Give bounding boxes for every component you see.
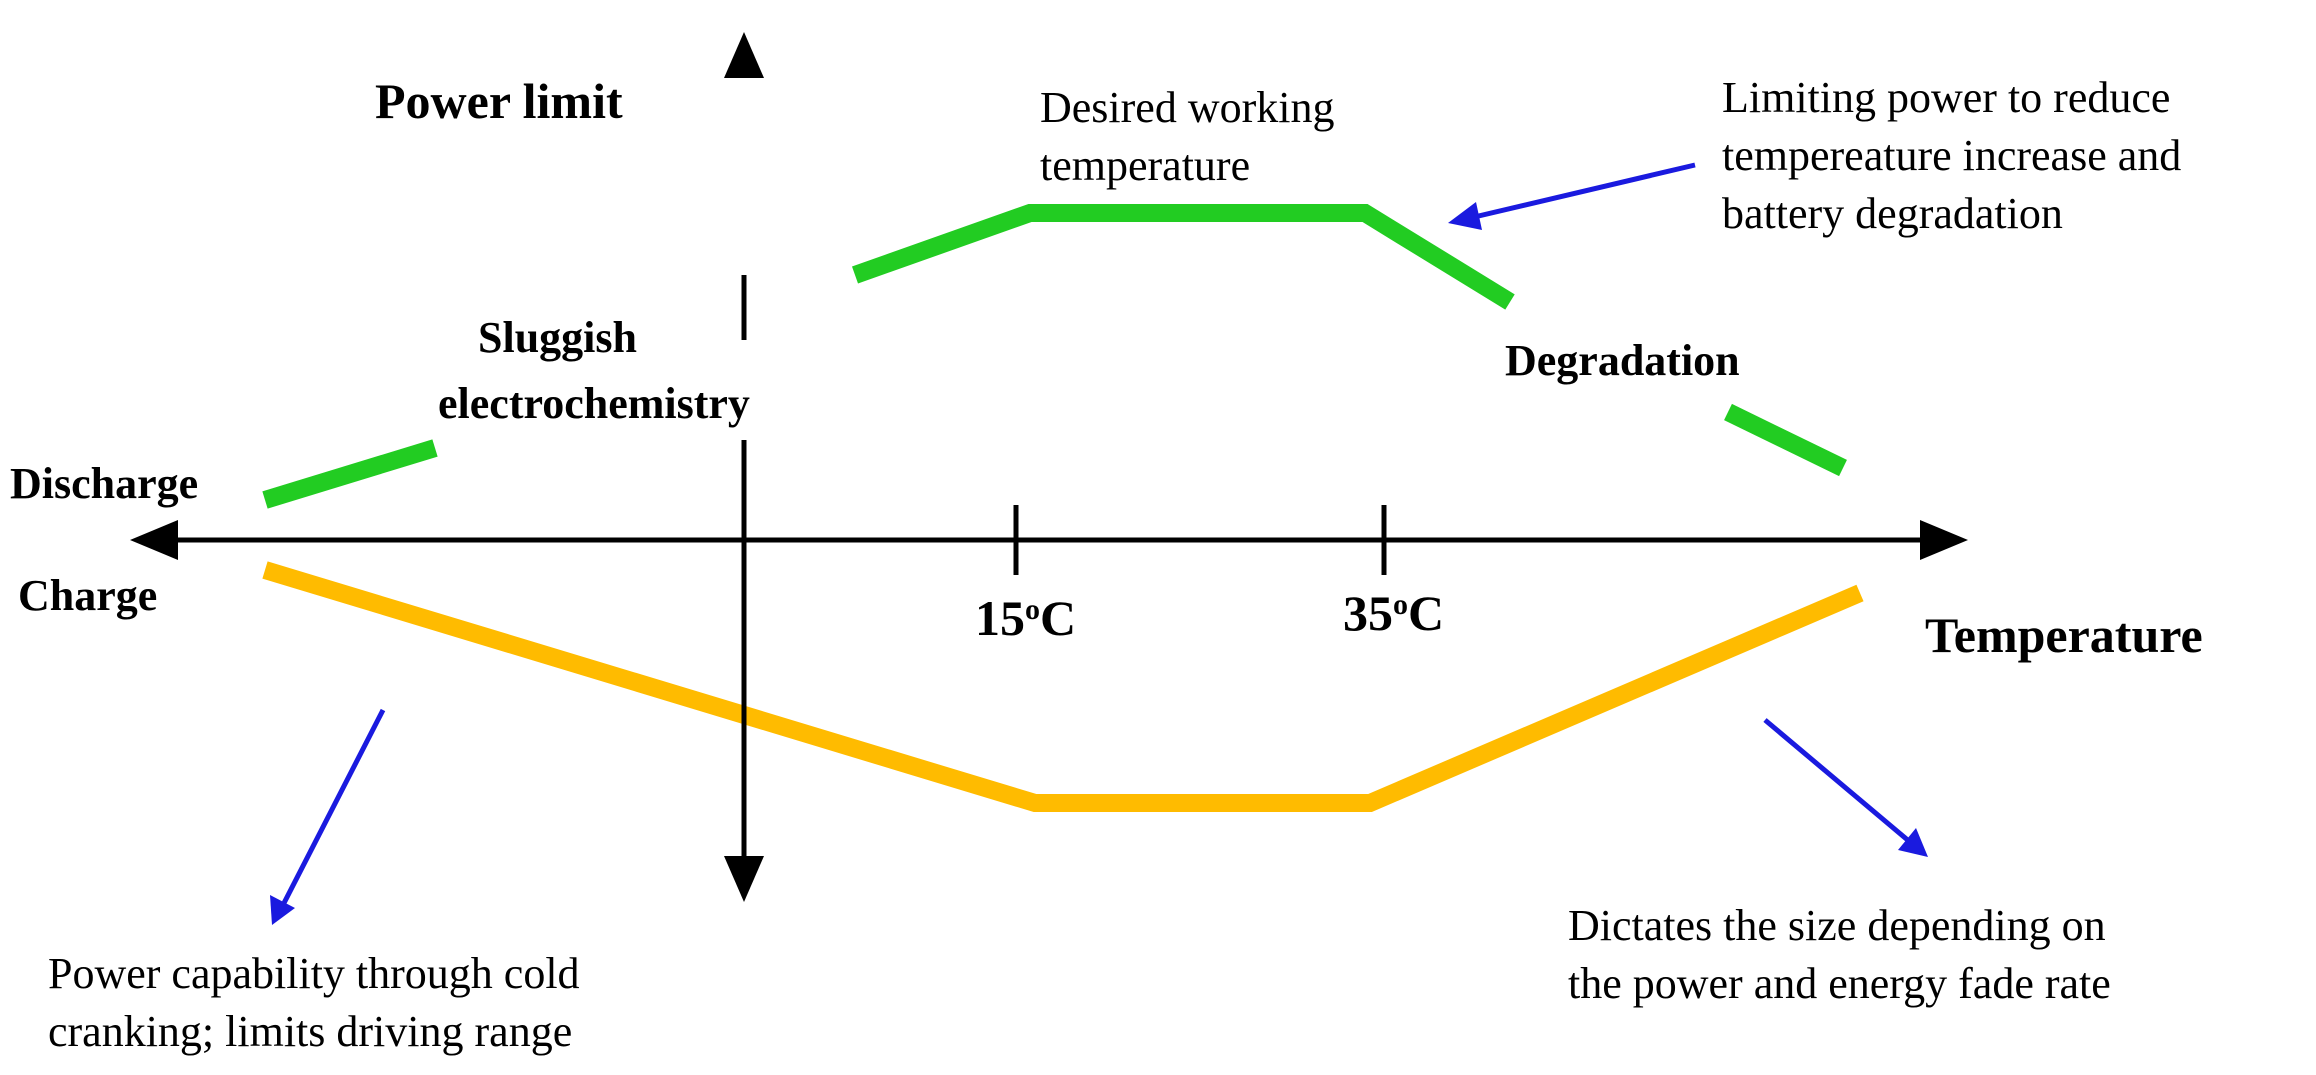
annotation-arrows	[270, 162, 1928, 925]
discharge-curve	[262, 204, 1847, 509]
cold-region-label: Sluggish electrochemistry	[438, 313, 750, 428]
discharge-label: Discharge	[10, 459, 198, 508]
charge-curve	[262, 561, 1864, 812]
discharge-curve-main-segment	[851, 204, 1515, 310]
x-axis	[130, 505, 1968, 575]
tick-label-15c: 15oC	[975, 590, 1076, 646]
discharge-curve-cold-segment	[262, 439, 438, 509]
arrowhead-icon	[1920, 520, 1968, 560]
tick-label-35c: 35oC	[1343, 585, 1444, 641]
arrow-icon	[1448, 162, 1696, 230]
limiting-power-note: Limiting power to reduce tempereature in…	[1722, 73, 2192, 238]
arrowhead-icon	[724, 32, 764, 78]
charge-label: Charge	[18, 571, 157, 620]
y-axis	[724, 32, 764, 902]
desired-temperature-note: Desired working temperature	[1040, 83, 1346, 190]
discharge-curve-hot-segment	[1724, 403, 1847, 477]
arrow-icon	[270, 708, 386, 925]
x-axis-label: Temperature	[1925, 607, 2203, 663]
arrowhead-icon	[724, 856, 764, 902]
hot-region-label: Degradation	[1505, 336, 1740, 385]
arrow-icon	[1763, 718, 1928, 857]
cold-cranking-note: Power capability through cold cranking; …	[48, 949, 591, 1056]
arrowhead-icon	[130, 520, 178, 560]
y-axis-label: Power limit	[375, 73, 623, 129]
sizing-note: Dictates the size depending on the power…	[1568, 901, 2117, 1008]
